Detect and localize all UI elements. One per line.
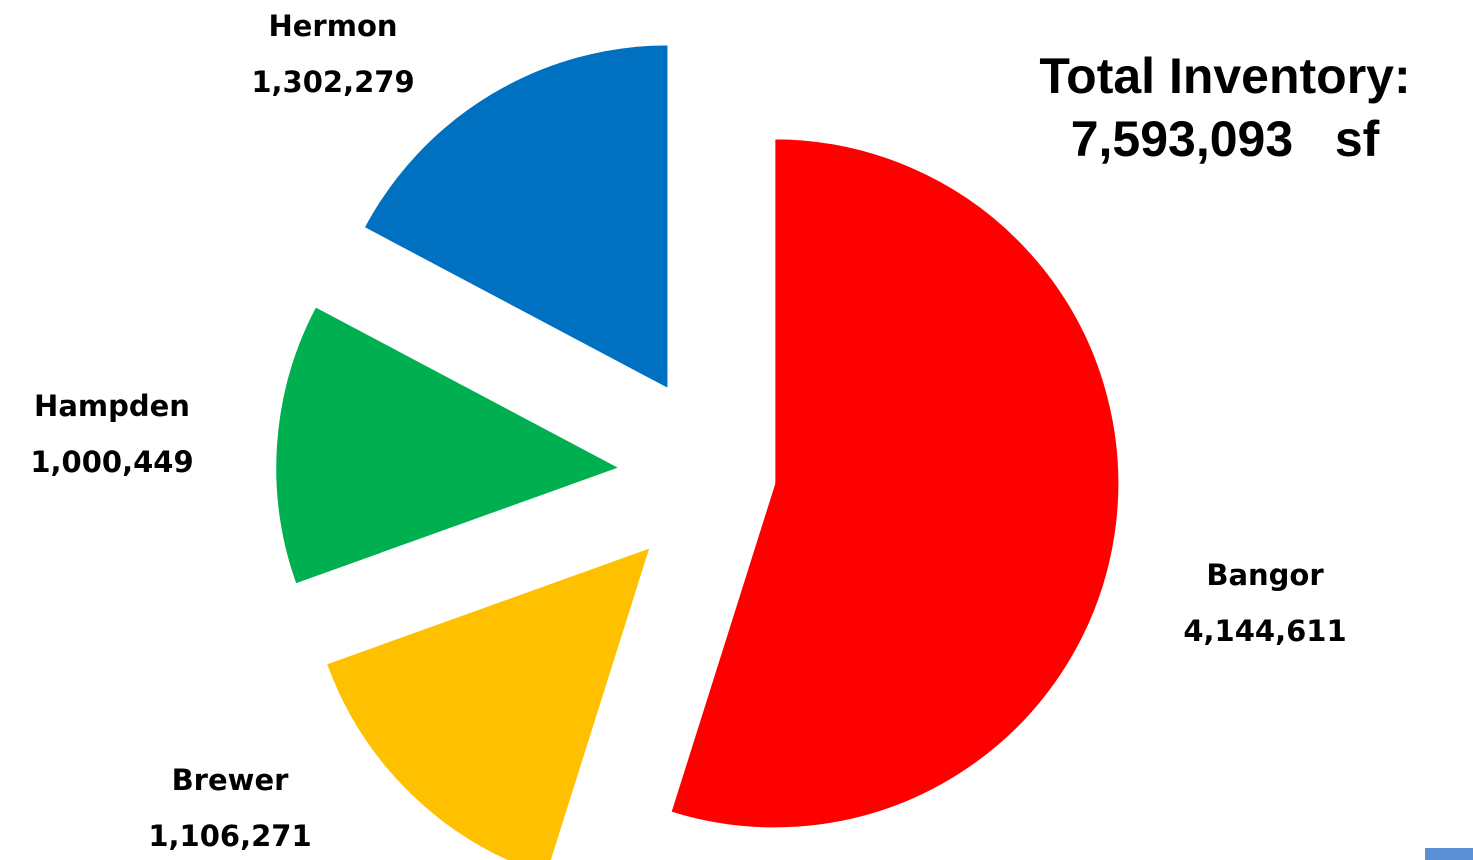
chart-subtitle: 7,593,093 sf [1071, 111, 1380, 167]
pie-slice [362, 43, 670, 391]
slice-category-label: Hampden [34, 389, 190, 423]
slice-category-label: Brewer [172, 763, 290, 797]
slice-category-label: Hermon [268, 9, 397, 43]
slice-value-label: 1,106,271 [148, 819, 311, 853]
corner-decoration [1425, 848, 1473, 860]
slice-value-label: 4,144,611 [1183, 614, 1346, 648]
chart-title: Total Inventory: [1039, 48, 1410, 104]
slice-value-label: 1,302,279 [251, 65, 414, 99]
pie-slice [274, 304, 623, 586]
pie-slice [669, 137, 1121, 830]
slice-value-label: 1,000,449 [30, 445, 193, 479]
slice-category-label: Bangor [1206, 558, 1324, 592]
pie-slice [324, 545, 653, 860]
